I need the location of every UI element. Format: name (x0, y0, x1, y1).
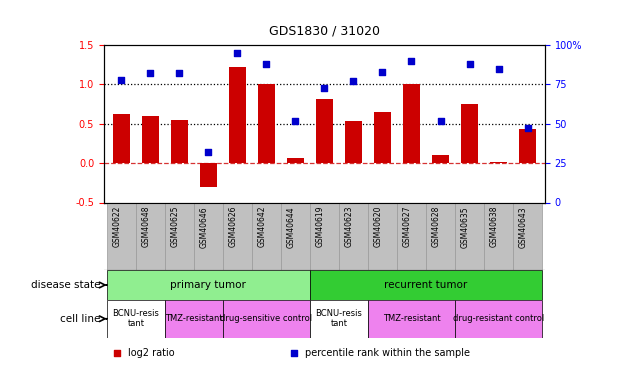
Point (261, 61, 272, 67)
Bar (426, 202, 455, 270)
Bar (107, 202, 136, 270)
Bar (252, 202, 281, 270)
Bar (339, 202, 368, 270)
Text: GSM40642: GSM40642 (258, 206, 266, 248)
Point (289, 350, 299, 355)
Bar (223, 202, 252, 270)
Bar (316, 99, 333, 163)
Text: GSM40619: GSM40619 (316, 206, 324, 248)
Point (112, 350, 122, 355)
Text: percentile rank within the sample: percentile rank within the sample (305, 348, 469, 357)
Bar (200, 163, 217, 187)
Bar (165, 300, 223, 338)
Bar (310, 270, 542, 300)
Text: GSM40620: GSM40620 (374, 206, 382, 248)
Text: GSM40622: GSM40622 (112, 206, 122, 247)
Bar (484, 202, 513, 270)
Bar (368, 300, 455, 338)
Text: primary tumor: primary tumor (171, 280, 246, 290)
Text: GSM40643: GSM40643 (518, 206, 527, 248)
Bar (490, 162, 507, 163)
Point (232, 50, 243, 56)
Bar (519, 129, 536, 163)
Bar (310, 202, 339, 270)
Text: GSM40628: GSM40628 (432, 206, 440, 247)
Point (203, 149, 214, 155)
Point (522, 126, 532, 132)
Point (146, 70, 156, 76)
Text: GSM40626: GSM40626 (229, 206, 238, 248)
Bar (432, 155, 449, 163)
Text: disease state: disease state (32, 280, 101, 290)
Bar (513, 202, 542, 270)
Point (175, 70, 185, 76)
Text: drug-resistant control: drug-resistant control (453, 314, 544, 323)
Bar (194, 202, 223, 270)
Bar (171, 120, 188, 163)
Text: BCNU-resis
tant: BCNU-resis tant (316, 309, 362, 328)
Bar (403, 84, 420, 163)
Text: GSM40644: GSM40644 (287, 206, 295, 248)
Text: GSM40648: GSM40648 (141, 206, 151, 248)
Text: log2 ratio: log2 ratio (129, 348, 175, 357)
Point (435, 118, 445, 124)
Text: TMZ-resistant: TMZ-resistant (165, 314, 222, 323)
Bar (113, 114, 130, 163)
Text: drug-sensitive control: drug-sensitive control (220, 314, 312, 323)
Bar (142, 116, 159, 163)
Bar (281, 202, 310, 270)
Text: recurrent tumor: recurrent tumor (384, 280, 467, 290)
Bar (165, 202, 194, 270)
Text: BCNU-resis
tant: BCNU-resis tant (112, 309, 159, 328)
Text: GSM40623: GSM40623 (345, 206, 353, 248)
Bar (397, 202, 426, 270)
Bar (136, 202, 165, 270)
Text: GSM40638: GSM40638 (490, 206, 498, 248)
Bar (461, 104, 478, 163)
Bar (455, 202, 484, 270)
Bar (345, 121, 362, 163)
Text: GDS1830 / 31020: GDS1830 / 31020 (269, 24, 380, 38)
Bar (368, 202, 397, 270)
Bar (229, 67, 246, 163)
Point (319, 84, 329, 90)
Bar (223, 300, 310, 338)
Text: GSM40627: GSM40627 (403, 206, 411, 248)
Point (290, 118, 301, 124)
Bar (258, 84, 275, 163)
Bar (374, 112, 391, 163)
Point (377, 69, 387, 75)
Point (117, 76, 127, 82)
Point (464, 61, 474, 67)
Text: GSM40646: GSM40646 (200, 206, 209, 248)
Text: GSM40625: GSM40625 (170, 206, 180, 248)
Bar (107, 300, 165, 338)
Bar (107, 270, 310, 300)
Text: TMZ-resistant: TMZ-resistant (382, 314, 440, 323)
Bar (310, 300, 368, 338)
Point (493, 66, 503, 72)
Point (348, 78, 358, 84)
Bar (287, 158, 304, 163)
Text: GSM40635: GSM40635 (461, 206, 469, 248)
Point (406, 58, 416, 64)
Text: cell line: cell line (60, 314, 101, 324)
Bar (455, 300, 542, 338)
